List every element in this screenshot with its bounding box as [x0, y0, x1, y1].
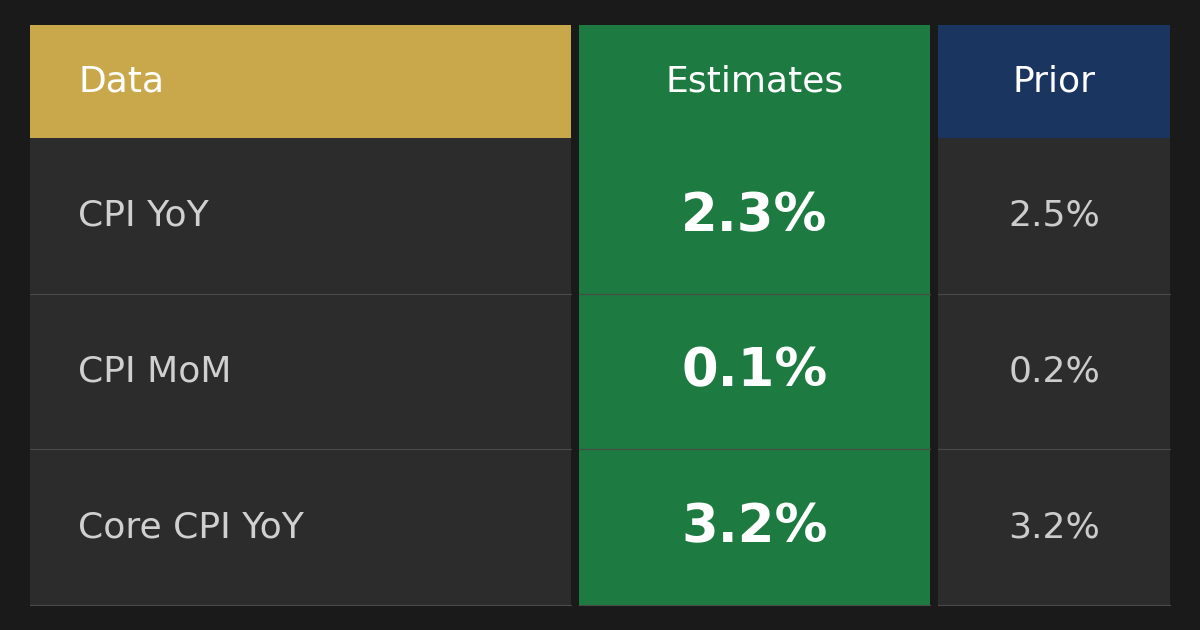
Text: 0.2%: 0.2% [1008, 355, 1100, 389]
Bar [30, 294, 571, 449]
Text: Data: Data [78, 65, 164, 99]
Bar [580, 138, 930, 294]
Text: CPI MoM: CPI MoM [78, 355, 232, 389]
Bar [938, 25, 1170, 138]
Text: CPI YoY: CPI YoY [78, 199, 209, 233]
Bar [30, 449, 571, 605]
Bar [30, 138, 571, 294]
Bar [938, 294, 1170, 449]
Bar [580, 25, 930, 138]
Text: 2.3%: 2.3% [682, 190, 828, 242]
Bar [30, 25, 571, 138]
Bar [580, 294, 930, 449]
Text: 0.1%: 0.1% [682, 345, 828, 398]
Text: Prior: Prior [1013, 65, 1096, 99]
Bar [938, 449, 1170, 605]
Text: Core CPI YoY: Core CPI YoY [78, 510, 304, 544]
Bar [938, 138, 1170, 294]
Text: 3.2%: 3.2% [1008, 510, 1100, 544]
Bar [580, 449, 930, 605]
Text: 3.2%: 3.2% [682, 501, 828, 553]
Text: Estimates: Estimates [665, 65, 844, 99]
Text: 2.5%: 2.5% [1008, 199, 1100, 233]
